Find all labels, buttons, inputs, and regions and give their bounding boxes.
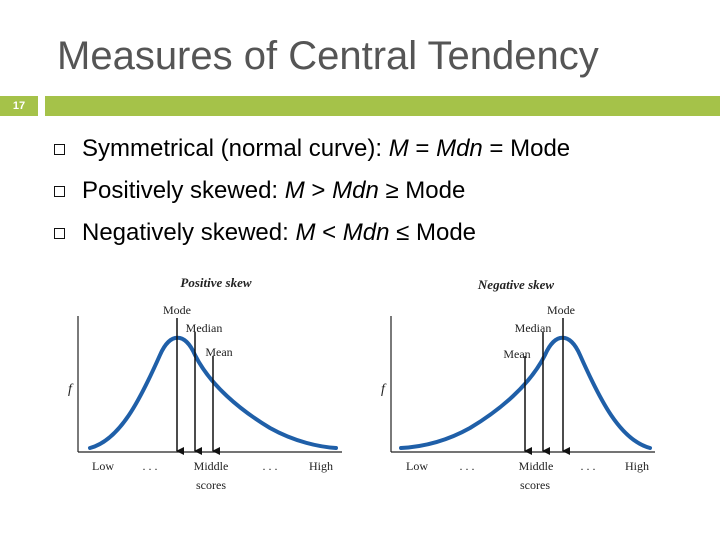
bullet-italic-run: M [388,135,409,162]
high-label: High [309,459,333,473]
bullet-square-icon [54,144,65,155]
positive-skew-title: Positive skew [180,275,251,290]
dots-right-label: . . . [581,459,596,473]
negative-skew-title: Negative skew [477,277,555,292]
negative-skew-panel: Negative skew f Mode Median Mean Low . .… [381,277,655,492]
positive-skew-panel: Positive skew f Mode Median Mean Low . .… [68,275,342,492]
negative-skew-curve [399,335,652,450]
middle-label: Middle [519,459,554,473]
mean-label: Mean [503,347,530,361]
bullet-square-icon [54,228,65,239]
median-label: Median [186,321,223,335]
bullet-text-run: Symmetrical (normal curve): [82,135,389,162]
middle-label: Middle [194,459,229,473]
dots-left-label: . . . [460,459,475,473]
mean-label: Mean [205,345,232,359]
y-axis-label: f [68,382,74,397]
y-axis-label: f [381,382,387,397]
mode-label: Mode [547,303,575,317]
bullet-italic-run: Mdn [436,135,483,162]
bullet-italic-run: M [295,219,316,246]
scores-label: scores [520,478,550,492]
mode-label: Mode [163,303,191,317]
title-rule [45,96,720,116]
slide-number: 17 [0,96,38,116]
dots-right-label: . . . [263,459,278,473]
bullet-text-run: Positively skewed: [82,177,285,204]
slide-title: Measures of Central Tendency [57,34,599,78]
bullet-square-icon [54,186,65,197]
bullet-text-run: < [315,219,343,246]
bullet-italic-run: Mdn [332,177,379,204]
scores-label: scores [196,478,226,492]
bullet-text-run: ≥ Mode [378,177,466,204]
dots-left-label: . . . [143,459,158,473]
bullet-text-run: Negatively skewed: [82,219,296,246]
bullet-text-run: = Mode [482,135,571,162]
bullet-text-run: > [304,177,333,204]
bullet-text: Symmetrical (normal curve): M = Mdn = Mo… [82,134,570,164]
bullet-text-run: ≤ Mode [389,219,477,246]
high-label: High [625,459,649,473]
bullet-text: Positively skewed: M > Mdn ≥ Mode [82,176,465,206]
skew-distribution-figure: Positive skew f Mode Median Mean Low . .… [68,275,655,492]
bullet-italic-run: Mdn [342,219,390,246]
low-label: Low [92,459,114,473]
median-label: Median [515,321,552,335]
low-label: Low [406,459,428,473]
bullet-text-run: = [408,135,437,162]
bullet-italic-run: M [284,177,305,204]
bullet-text: Negatively skewed: M < Mdn ≤ Mode [82,218,476,248]
